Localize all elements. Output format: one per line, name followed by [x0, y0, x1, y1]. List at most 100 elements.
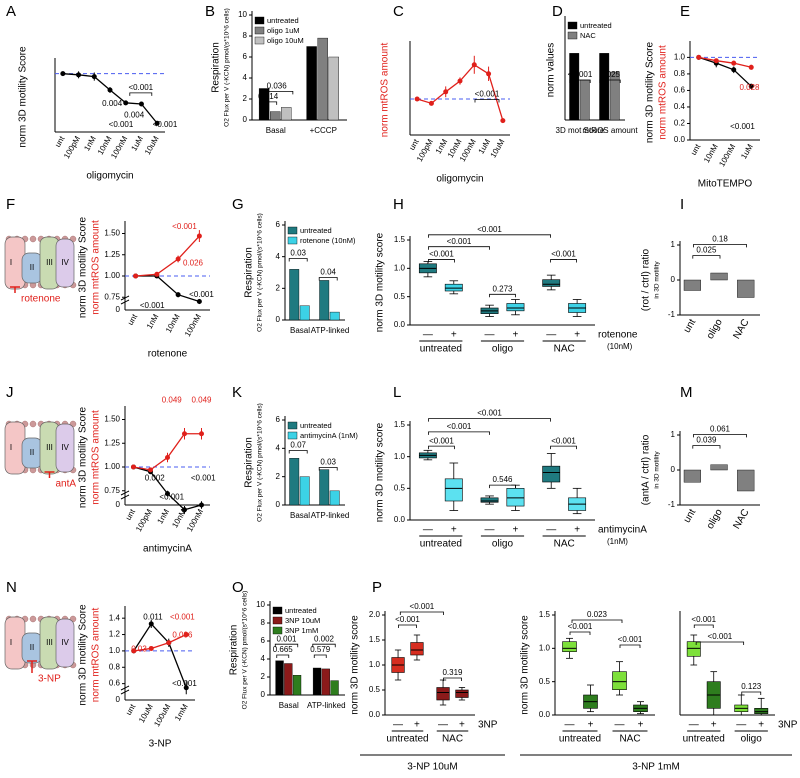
x-tick-label: unt [689, 142, 703, 157]
bar [569, 53, 580, 121]
y-axis-label: norm mtROS amount [91, 410, 102, 505]
complex-label: III [46, 258, 53, 267]
bar [289, 458, 300, 506]
complex-label: IV [61, 258, 69, 267]
bar [321, 668, 330, 696]
y-tick-label: 0.75 [104, 486, 120, 495]
y-axis-label: norm 3D motility score [375, 422, 386, 522]
group-label: NAC [554, 539, 575, 550]
y-tick-label: 1.50 [104, 229, 120, 238]
legend-label: untreated [267, 16, 299, 25]
significance-bracket [259, 101, 278, 105]
panel-letter: M [680, 384, 693, 401]
y-axis-label: norm mtROS amount [91, 608, 102, 703]
group-label: oligo [492, 539, 514, 550]
x-axis-label: oligomycin [436, 174, 483, 185]
y-tick-label: 1.0 [394, 263, 406, 272]
y-tick-label: 0 [116, 305, 121, 314]
point [148, 645, 154, 651]
treatment-label: — [736, 720, 746, 731]
p-value: 0.006 [172, 630, 193, 639]
treatment-label: + [711, 720, 717, 731]
y-tick-label: 0.4 [674, 102, 686, 111]
group-label: untreated [559, 734, 601, 745]
legend-swatch [567, 31, 578, 40]
panel-letter: C [393, 3, 404, 20]
panel-letter: A [6, 3, 16, 20]
x-tick-label: 1uM [739, 142, 755, 160]
point [713, 58, 719, 64]
bar [329, 311, 340, 321]
x-tick-label: mtROS amount [582, 126, 638, 135]
y-axis-label: O2 Flux per V (-KCN) pmol/(s*10^6 cells) [224, 8, 231, 127]
y-tick-label: 0.0 [394, 320, 406, 329]
significance-bracket [428, 234, 551, 238]
bar [275, 660, 284, 696]
p-value: 0.03 [320, 458, 336, 467]
y-axis-label: norm 3D motility Score [78, 406, 89, 508]
significance-bracket [569, 631, 591, 635]
p-value: <0.001 [410, 602, 435, 611]
panel-letter: F [6, 196, 15, 213]
point [175, 256, 181, 262]
complex-label: III [46, 443, 53, 452]
box [444, 478, 463, 502]
p-value: <0.001 [730, 122, 755, 131]
x-tick-label: unt [124, 507, 138, 522]
y-tick-label: 4 [261, 654, 266, 663]
legend-swatch [254, 26, 265, 35]
footer-label: 3-NP 10uM [407, 762, 457, 773]
y-tick-label: 0.8 [109, 662, 121, 671]
legend-label: 3NP 10uM [285, 616, 320, 625]
bar [609, 71, 620, 121]
significance-bracket [474, 99, 500, 103]
treatment-label: — [438, 720, 448, 731]
inhibitor-label: rotenone [21, 294, 61, 305]
y-tick-label: 1.50 [104, 415, 120, 424]
point [138, 101, 144, 107]
y-tick-label: 1.0 [109, 646, 121, 655]
p-value: 0.665 [273, 645, 294, 654]
box [686, 641, 701, 657]
treatment-unit: (10nM) [607, 342, 633, 351]
legend-label: NAC [580, 31, 596, 40]
y-tick-label: 2 [276, 283, 281, 292]
x-tick-label: 1nM [145, 312, 161, 330]
y-axis-label: norm 3D motility score [520, 615, 531, 715]
treatment-name: rotenone [598, 330, 638, 341]
y-tick-label: 6 [261, 636, 266, 645]
significance-bracket [489, 484, 516, 489]
complex [55, 423, 75, 473]
significance-bracket [693, 624, 714, 628]
group-label: oligo [492, 344, 514, 355]
significance-bracket [692, 255, 721, 259]
y-tick-label: 0.0 [394, 515, 406, 524]
x-tick-label: unt [124, 702, 138, 717]
y-tick-label: -1 [668, 500, 676, 509]
p-value: 0.026 [183, 258, 204, 267]
bar [579, 79, 590, 121]
y-tick-label: 2.0 [369, 610, 381, 619]
point [696, 54, 702, 60]
point [500, 118, 506, 124]
x-tick-label: 100uM [152, 702, 172, 728]
group-label: untreated [386, 734, 428, 745]
complex [55, 238, 75, 288]
series-line [135, 275, 200, 303]
p-value: <0.001 [429, 436, 454, 445]
point [748, 83, 754, 89]
p-value: <0.001 [568, 70, 593, 79]
x-tick-label: oligo [705, 317, 725, 341]
significance-bracket [489, 293, 516, 298]
point [748, 64, 754, 70]
y-axis-label: norm 3D motility Score [18, 46, 29, 148]
y-tick-label: 1.5 [539, 610, 551, 619]
x-tick-label: 10uM [137, 702, 155, 724]
significance-bracket [288, 258, 308, 262]
y-axis-label: O2 Flux per V (-KCN) pmol/(s*10^6 cells) [257, 403, 264, 522]
y-tick-label: 1.5 [394, 235, 406, 244]
point [471, 62, 477, 68]
significance-bracket [693, 434, 747, 438]
treatment-label: — [423, 330, 433, 341]
y-axis-label: (rot / ctrl) ratio [641, 248, 652, 311]
